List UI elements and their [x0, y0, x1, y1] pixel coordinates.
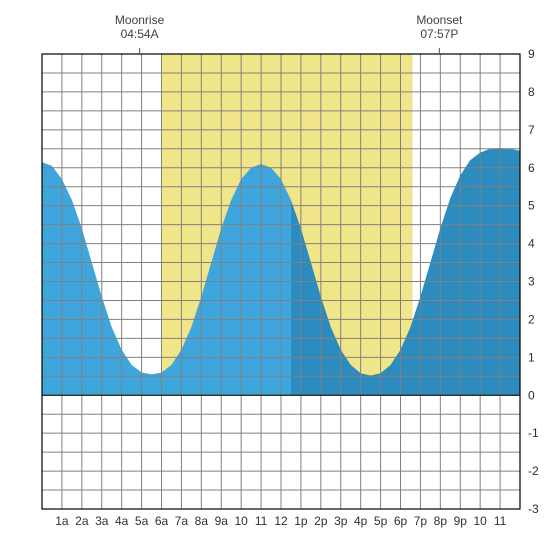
tide-chart: 1a2a3a4a5a6a7a8a9a1011121p2p3p4p5p6p7p8p…: [0, 0, 550, 550]
top-marker-title: Moonset: [416, 13, 463, 27]
x-tick-label: 9p: [454, 514, 468, 528]
y-tick-label: -1: [528, 426, 539, 440]
y-tick-label: 1: [528, 350, 535, 364]
top-marker-time: 04:54A: [121, 27, 159, 41]
y-tick-label: 2: [528, 312, 535, 326]
x-tick-label: 1p: [294, 514, 308, 528]
x-tick-label: 1a: [55, 514, 69, 528]
y-tick-label: 8: [528, 85, 535, 99]
top-marker-time: 07:57P: [420, 27, 458, 41]
x-tick-label: 5a: [135, 514, 149, 528]
x-tick-label: 7p: [414, 514, 428, 528]
x-tick-label: 2p: [314, 514, 328, 528]
x-tick-label: 4p: [354, 514, 368, 528]
y-tick-label: 9: [528, 47, 535, 61]
x-tick-label: 8p: [434, 514, 448, 528]
x-tick-label: 8a: [195, 514, 209, 528]
x-tick-label: 6a: [155, 514, 169, 528]
y-tick-label: 7: [528, 123, 535, 137]
x-tick-label: 11: [494, 514, 507, 528]
y-tick-label: 3: [528, 275, 535, 289]
y-tick-label: 4: [528, 237, 535, 251]
y-tick-label: -2: [528, 464, 539, 478]
top-marker-title: Moonrise: [115, 13, 165, 27]
y-tick-label: 5: [528, 199, 535, 213]
x-tick-label: 10: [234, 514, 248, 528]
x-tick-label: 12: [274, 514, 288, 528]
chart-svg: 1a2a3a4a5a6a7a8a9a1011121p2p3p4p5p6p7p8p…: [0, 0, 550, 550]
x-tick-label: 5p: [374, 514, 388, 528]
x-tick-label: 4a: [115, 514, 129, 528]
x-tick-label: 7a: [175, 514, 189, 528]
x-tick-label: 3a: [95, 514, 109, 528]
y-tick-label: -3: [528, 502, 539, 516]
x-tick-label: 11: [255, 514, 268, 528]
x-tick-label: 3p: [334, 514, 348, 528]
y-tick-label: 0: [528, 388, 535, 402]
x-tick-label: 10: [473, 514, 487, 528]
x-tick-label: 2a: [75, 514, 89, 528]
x-tick-label: 6p: [394, 514, 408, 528]
y-tick-label: 6: [528, 161, 535, 175]
x-tick-label: 9a: [215, 514, 229, 528]
